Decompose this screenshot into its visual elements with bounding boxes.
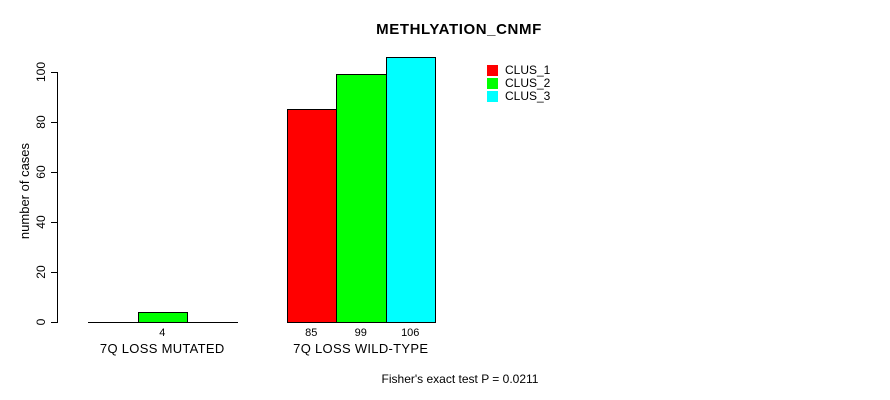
- y-axis-tick-label: 60: [34, 165, 48, 179]
- y-axis-tick: [51, 322, 58, 323]
- bar-value-label: 106: [401, 327, 420, 339]
- x-category-label: 7Q LOSS WILD-TYPE: [293, 341, 429, 356]
- y-axis-tick: [51, 222, 58, 223]
- y-axis-tick: [51, 272, 58, 273]
- bar-clus_2-mutated: [137, 312, 188, 323]
- legend-item-clus_1: CLUS_1: [487, 64, 577, 77]
- legend-color-swatch: [487, 91, 498, 102]
- legend-item-clus_2: CLUS_2: [487, 77, 577, 90]
- y-axis-tick: [51, 72, 58, 73]
- bar-clus_1-wild-type: [286, 109, 337, 323]
- y-axis-tick-label: 20: [34, 265, 48, 279]
- legend-item-clus_3: CLUS_3: [487, 90, 577, 103]
- bar-clus_2-wild-type: [336, 74, 387, 323]
- y-axis-tick: [51, 122, 58, 123]
- bar-clus_3-wild-type: [385, 57, 436, 323]
- y-axis-line: [57, 72, 58, 323]
- legend-color-swatch: [487, 65, 498, 76]
- legend-label: CLUS_1: [505, 63, 551, 77]
- bar-value-label: 99: [354, 327, 367, 339]
- y-axis-tick-label: 0: [34, 318, 48, 326]
- y-axis-tick: [51, 172, 58, 173]
- bar-value-label: 85: [305, 327, 318, 339]
- y-axis-tick-label: 80: [34, 115, 48, 129]
- chart-title: METHLYATION_CNMF: [376, 21, 542, 38]
- legend-label: CLUS_2: [505, 76, 551, 90]
- bar-value-label: 4: [159, 327, 166, 339]
- y-axis-tick-label: 100: [34, 61, 48, 83]
- legend-color-swatch: [487, 78, 498, 89]
- y-axis-tick-label: 40: [34, 215, 48, 229]
- legend: CLUS_1 CLUS_2 CLUS_3: [487, 64, 577, 104]
- x-category-label: 7Q LOSS MUTATED: [99, 341, 225, 356]
- stat-test-annotation: Fisher's exact test P = 0.0211: [381, 372, 539, 386]
- legend-label: CLUS_3: [505, 89, 551, 103]
